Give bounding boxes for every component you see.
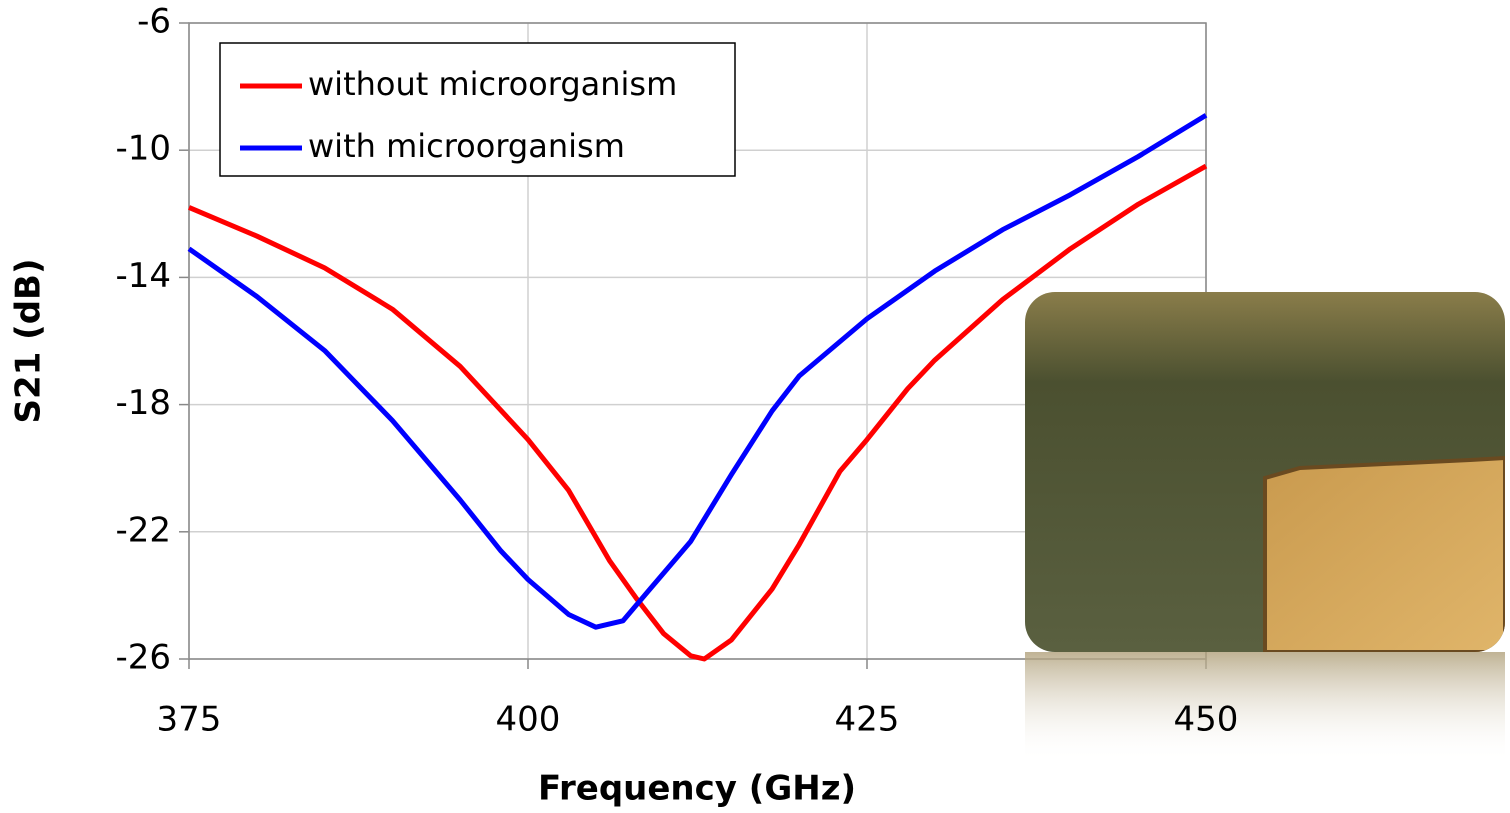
x-tick-label: 450 <box>1174 700 1239 740</box>
series-line <box>188 163 1208 662</box>
x-tick-label: 425 <box>835 700 900 740</box>
inset-photo <box>1025 292 1505 762</box>
photo-pad <box>1263 455 1505 652</box>
photo <box>1025 292 1505 652</box>
y-tick-label: -22 <box>115 510 171 550</box>
x-tick-label: 375 <box>157 700 222 740</box>
y-axis-title: S21 (dB) <box>9 259 49 424</box>
lines <box>187 113 1208 662</box>
y-tick-label: -26 <box>115 638 171 678</box>
x-tick-label: 400 <box>496 700 561 740</box>
series-line <box>187 113 1208 630</box>
legend-label: without microorganism <box>308 65 677 103</box>
x-axis-title: Frequency (GHz) <box>538 769 856 809</box>
legend-label: with microorganism <box>308 127 625 165</box>
y-tick-label: -14 <box>115 256 171 296</box>
y-tick-label: -10 <box>115 129 171 169</box>
photo-reflection <box>1025 652 1505 762</box>
legend: without microorganism with microorganism <box>240 65 677 165</box>
y-tick-label: -6 <box>137 2 171 42</box>
y-tick-label: -18 <box>115 383 171 423</box>
legend-box <box>219 42 736 177</box>
